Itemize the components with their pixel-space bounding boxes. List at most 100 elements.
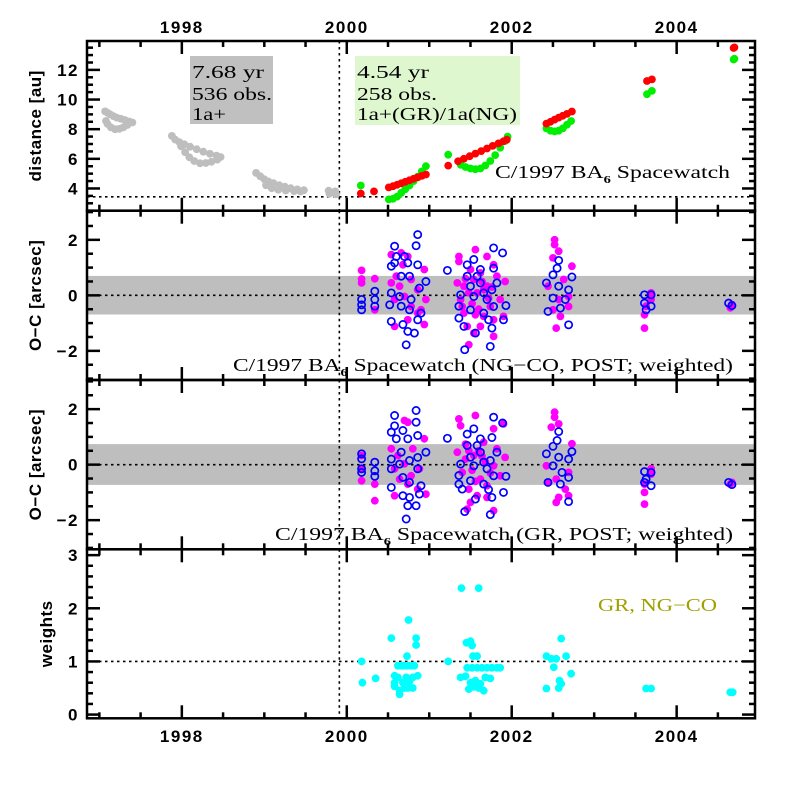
blue-point bbox=[390, 421, 400, 431]
magenta-point bbox=[464, 340, 473, 349]
blue-point bbox=[548, 293, 558, 303]
green-point bbox=[481, 161, 490, 170]
blue-point bbox=[489, 302, 499, 311]
y-tick-label: 2 bbox=[68, 231, 79, 250]
blue-point bbox=[457, 484, 467, 494]
blue-point bbox=[557, 467, 567, 477]
red-point bbox=[356, 189, 365, 198]
cyan-point bbox=[468, 641, 476, 650]
cyan-point bbox=[461, 672, 470, 681]
blue-point bbox=[442, 433, 452, 443]
blue-point bbox=[499, 487, 508, 497]
blue-point bbox=[472, 271, 482, 281]
blue-point bbox=[385, 300, 395, 310]
blue-point bbox=[386, 454, 396, 464]
cyan-point bbox=[404, 616, 413, 624]
blue-point bbox=[391, 434, 401, 444]
annotation-subscript: 6 bbox=[604, 174, 612, 186]
magenta-point bbox=[552, 324, 561, 332]
blue-point bbox=[479, 288, 489, 298]
blue-point bbox=[499, 315, 508, 325]
y-tick-label: 0 bbox=[68, 456, 79, 475]
y-tick-label: 2 bbox=[68, 599, 79, 618]
annotation-description: Spacewatch (NG−CO, POST; weighted) bbox=[348, 355, 733, 376]
blue-point bbox=[492, 278, 502, 288]
series-red bbox=[356, 43, 739, 198]
blue-point bbox=[357, 454, 367, 464]
blue-point bbox=[466, 281, 475, 291]
magenta-point bbox=[370, 496, 379, 505]
panel-annotation: GR, NG−CO bbox=[598, 595, 717, 615]
blue-point bbox=[472, 441, 482, 450]
cyan-point bbox=[549, 663, 558, 672]
blue-point bbox=[641, 474, 651, 484]
blue-point bbox=[386, 288, 396, 298]
blue-point bbox=[564, 320, 574, 330]
blue-point bbox=[470, 494, 480, 504]
gray-point bbox=[281, 186, 290, 195]
blue-point bbox=[403, 258, 413, 268]
green-point bbox=[567, 117, 575, 125]
magenta-point bbox=[458, 468, 467, 477]
panel-annotation: C/1997 BA 6 Spacewatch bbox=[495, 162, 730, 186]
blue-point bbox=[489, 471, 499, 481]
rms-band bbox=[87, 444, 755, 485]
y-tick-label: 2 bbox=[68, 400, 79, 419]
blue-point bbox=[413, 452, 423, 462]
blue-point bbox=[462, 441, 472, 450]
blue-point bbox=[482, 295, 492, 304]
magenta-point bbox=[387, 444, 396, 453]
blue-point bbox=[470, 328, 480, 338]
cyan-point bbox=[647, 684, 655, 693]
x-tick-label: 2004 bbox=[655, 18, 699, 37]
y-tick-label: 4 bbox=[68, 179, 79, 198]
magenta-point bbox=[568, 262, 576, 271]
blue-point bbox=[475, 447, 485, 457]
cyan-point bbox=[387, 634, 396, 642]
annotation-subscript: 6 bbox=[384, 536, 392, 548]
magenta-point bbox=[395, 282, 404, 291]
magenta-point bbox=[403, 480, 412, 488]
blue-point bbox=[396, 447, 406, 457]
magenta-point bbox=[544, 478, 552, 487]
green-point bbox=[491, 151, 500, 160]
x-tick-label: 2002 bbox=[490, 18, 534, 37]
blue-point bbox=[564, 285, 574, 295]
red-point bbox=[648, 75, 656, 84]
blue-point bbox=[370, 466, 380, 476]
cyan-point bbox=[394, 673, 402, 682]
series-blue bbox=[357, 406, 737, 524]
blue-point bbox=[646, 290, 656, 300]
magenta-point bbox=[413, 285, 422, 294]
blue-point bbox=[405, 271, 414, 281]
blue-point bbox=[454, 301, 464, 311]
blue-point bbox=[501, 471, 511, 481]
magenta-point bbox=[554, 420, 563, 428]
series-gray bbox=[101, 107, 340, 199]
magenta-point bbox=[471, 245, 480, 254]
info-box-line: 1a+ bbox=[192, 104, 226, 124]
magenta-point bbox=[550, 413, 559, 422]
blue-point bbox=[555, 479, 565, 489]
blue-point bbox=[548, 270, 558, 280]
blue-point bbox=[466, 452, 475, 462]
magenta-point bbox=[456, 421, 465, 430]
magenta-point bbox=[483, 252, 491, 261]
gray-point bbox=[177, 142, 185, 151]
info-box-line: 7.68 yr bbox=[192, 62, 264, 82]
magenta-point bbox=[455, 257, 463, 266]
blue-point bbox=[357, 305, 367, 315]
blue-point bbox=[475, 434, 485, 444]
magenta-point bbox=[554, 247, 563, 256]
blue-point bbox=[398, 320, 408, 329]
cyan-point bbox=[486, 674, 495, 683]
oc-gr-plot-area bbox=[87, 380, 755, 550]
y-tick-label: 0 bbox=[68, 286, 79, 305]
magenta-point bbox=[564, 292, 573, 301]
annotation-object: C/1997 BA bbox=[495, 162, 604, 182]
